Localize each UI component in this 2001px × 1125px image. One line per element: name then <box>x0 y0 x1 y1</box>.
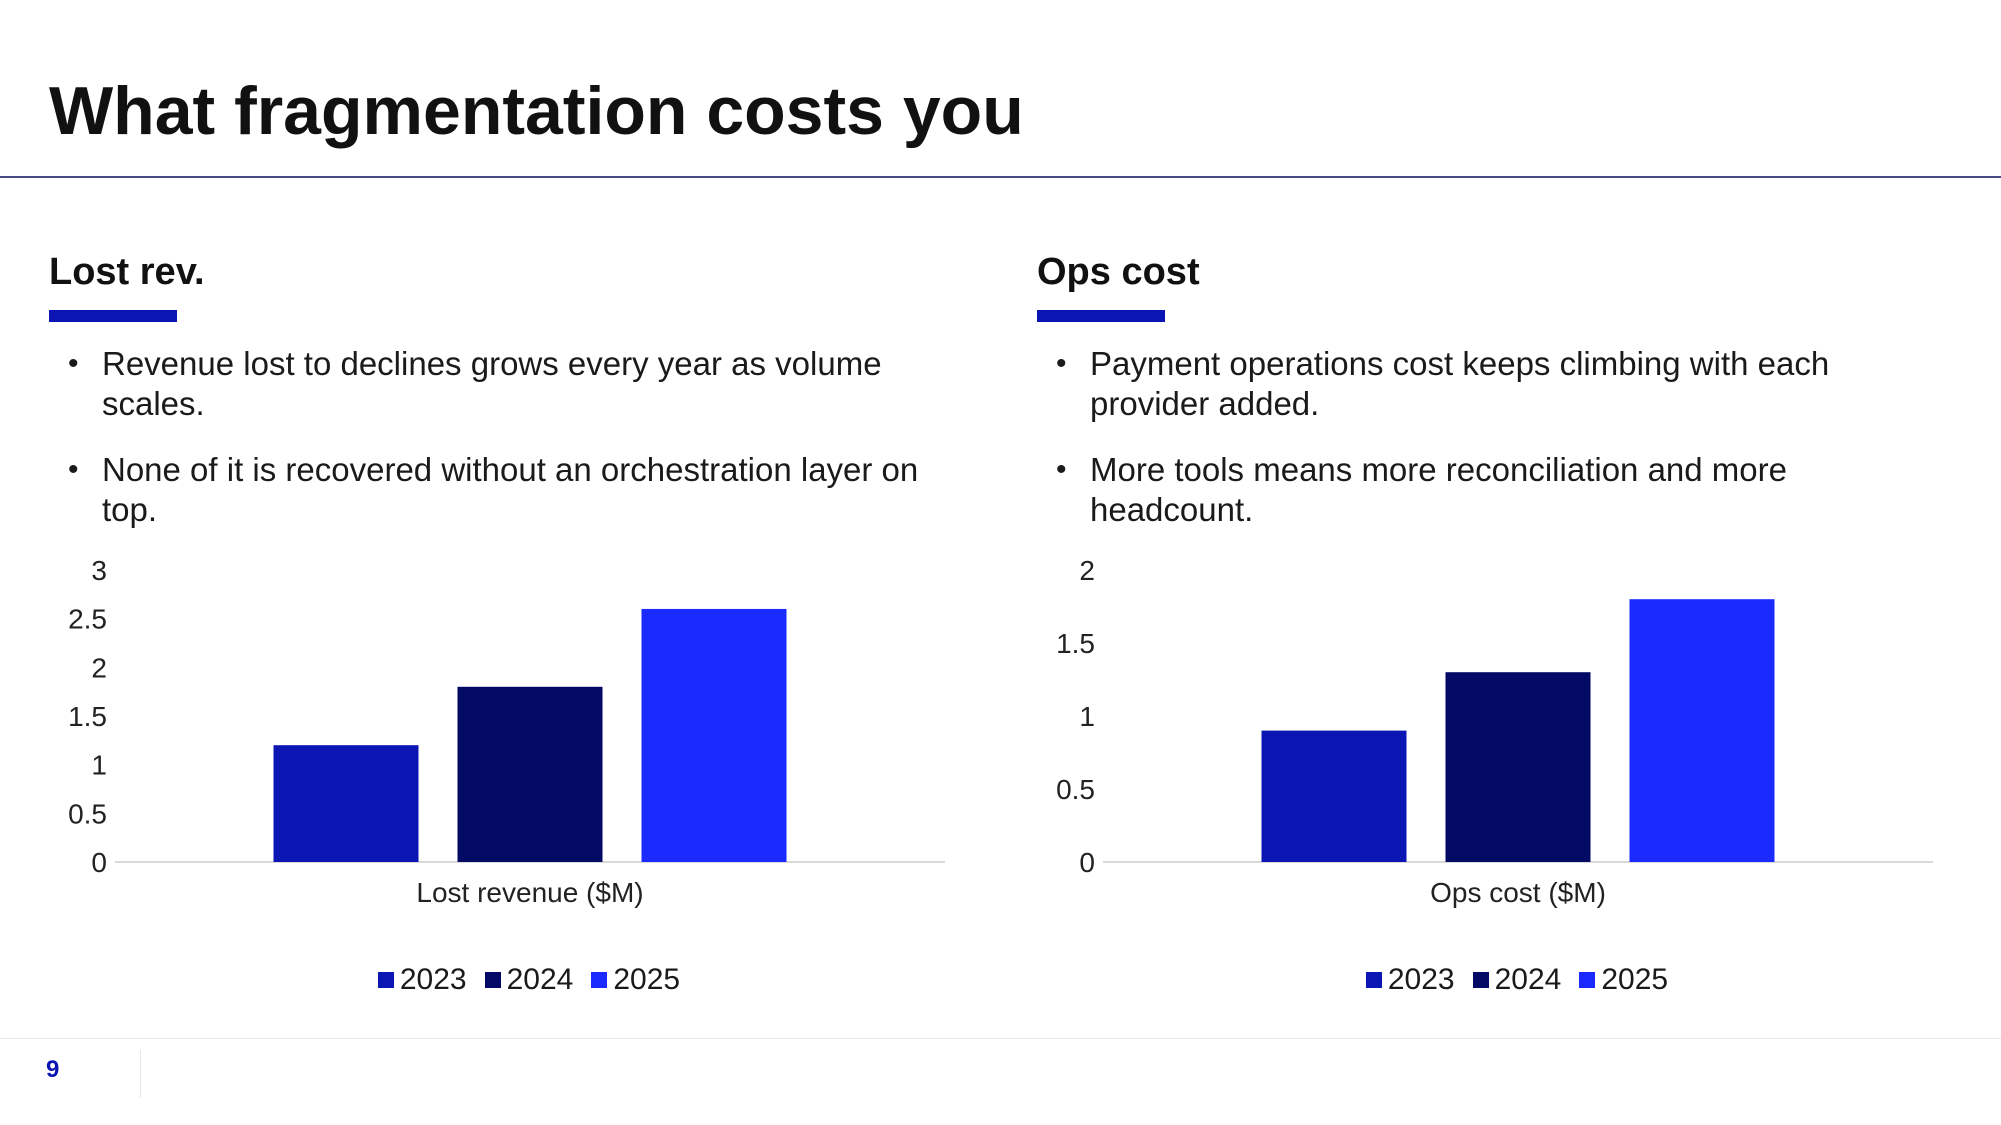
legend-swatch-icon <box>1472 972 1489 988</box>
bar-2025 <box>641 608 787 862</box>
slide-title: What fragmentation costs you <box>49 73 1024 149</box>
legend-swatch-icon <box>1365 972 1382 988</box>
x-category-label: Ops cost ($M) <box>1430 877 1606 908</box>
legend-item-2025: 2025 <box>591 963 680 997</box>
chart-legend: 2023 2024 2025 <box>1037 963 1997 997</box>
page-number: 9 <box>46 1056 60 1083</box>
legend-swatch-icon <box>377 972 394 988</box>
chart-lost-revenue: 0 0.5 1 1.5 2 2.5 3 Lost revenue ($M) <box>68 555 945 908</box>
bullet-dot-icon: • <box>68 452 79 486</box>
bar-2023 <box>1261 730 1407 862</box>
panel-heading: Lost rev. <box>49 251 205 293</box>
legend-item-2024: 2024 <box>1472 963 1562 997</box>
bar-2023 <box>273 745 419 862</box>
y-tick-label: 0.5 <box>68 798 107 829</box>
title-divider <box>0 176 2001 178</box>
legend-label: 2024 <box>506 963 574 996</box>
legend-swatch-icon <box>1579 972 1596 988</box>
footer-separator <box>140 1050 141 1098</box>
y-tick-label: 1.5 <box>68 701 107 732</box>
bar-2025 <box>1629 599 1775 862</box>
heading-accent-bar <box>1037 309 1165 322</box>
legend-label: 2025 <box>1601 963 1669 996</box>
panel-lost-revenue: Lost rev. • Revenue lost to declines grow… <box>49 250 949 1030</box>
y-tick-label: 0.5 <box>1056 774 1095 805</box>
legend-label: 2025 <box>613 963 681 996</box>
y-tick-label: 1.5 <box>1056 628 1095 659</box>
bar-2024 <box>457 686 603 862</box>
y-tick-label: 2.5 <box>68 604 107 635</box>
footer-divider <box>0 1038 2001 1039</box>
panel-ops-cost: Ops cost • Payment operations cost keeps … <box>1037 250 1937 1030</box>
bar-2024 <box>1445 672 1591 862</box>
chart-ops-cost: 0 0.5 1 1.5 2 Ops cost ($M) <box>1056 555 1933 908</box>
bullet-dot-icon: • <box>1056 346 1067 380</box>
y-tick-label: 2 <box>1079 555 1095 586</box>
bullet-item: • Revenue lost to declines grows every ye… <box>68 344 882 422</box>
x-category-label: Lost revenue ($M) <box>416 877 643 908</box>
legend-label: 2024 <box>1494 963 1562 996</box>
y-tick-label: 0 <box>91 847 107 878</box>
chart-legend: 2023 2024 2025 <box>49 963 1009 997</box>
legend-label: 2023 <box>399 963 467 996</box>
legend-label: 2023 <box>1387 963 1455 996</box>
y-tick-label: 1 <box>91 750 107 781</box>
y-tick-label: 3 <box>91 555 107 586</box>
bullet-dot-icon: • <box>1056 452 1067 486</box>
legend-item-2025: 2025 <box>1579 963 1668 997</box>
bullet-list: • Revenue lost to declines grows every ye… <box>49 344 929 530</box>
panel-heading: Ops cost <box>1037 251 1200 293</box>
bullet-item: • More tools means more reconciliation an… <box>1056 450 1787 528</box>
bullet-item: • Payment operations cost keeps climbing … <box>1056 344 1830 422</box>
legend-item-2023: 2023 <box>377 963 467 997</box>
y-tick-label: 1 <box>1079 701 1095 732</box>
y-tick-label: 2 <box>91 652 107 683</box>
heading-accent-bar <box>49 309 177 322</box>
bullet-dot-icon: • <box>68 346 79 380</box>
legend-swatch-icon <box>484 972 501 988</box>
bullet-list: • Payment operations cost keeps climbing … <box>1037 344 1917 530</box>
legend-item-2024: 2024 <box>484 963 574 997</box>
legend-swatch-icon <box>591 972 608 988</box>
legend-item-2023: 2023 <box>1365 963 1455 997</box>
bullet-item: • None of it is recovered without an orch… <box>68 450 919 528</box>
y-tick-label: 0 <box>1079 847 1095 878</box>
